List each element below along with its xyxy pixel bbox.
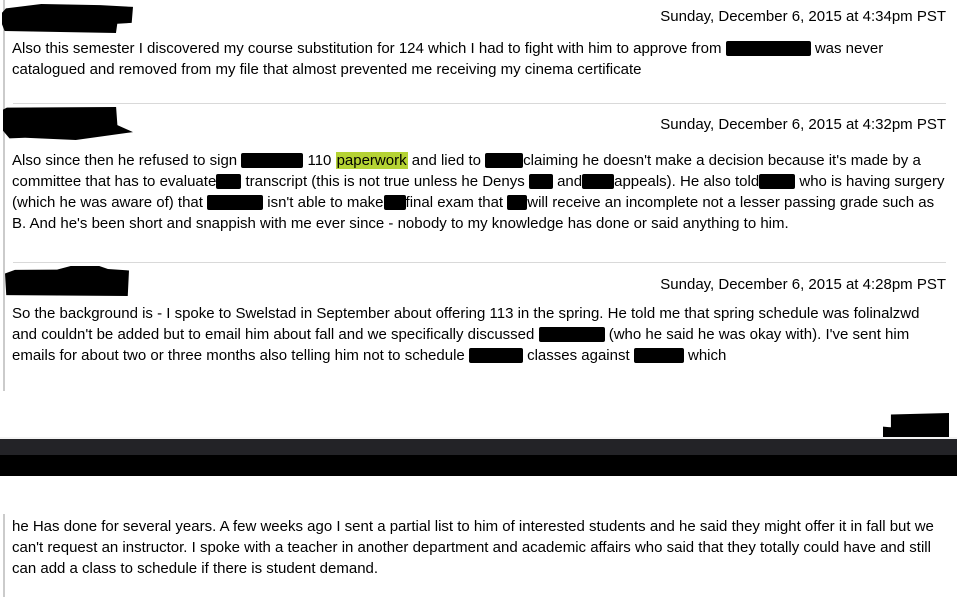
inline-redaction: [485, 153, 524, 168]
message-divider-1: [13, 103, 946, 104]
quote-border-top: [3, 0, 5, 391]
message-timestamp-2: Sunday, December 6, 2015 at 4:32pm PST: [660, 116, 946, 133]
highlighted-text: paperwork: [335, 152, 408, 169]
redaction-bar-dark-gray: [0, 439, 957, 455]
inline-redaction: [725, 41, 811, 56]
continuation-body: he Has done for several years. A few wee…: [12, 518, 934, 577]
inline-redaction: [759, 174, 796, 189]
redaction-bar-black: [0, 455, 957, 476]
redacted-sender-3: [5, 266, 129, 296]
inline-redaction: [383, 195, 406, 210]
inline-redaction: [582, 174, 615, 189]
inline-redaction: [633, 348, 684, 363]
message-body-2: Also since then he refused to sign 110 p…: [12, 152, 945, 232]
redacted-sender-1: [2, 4, 133, 33]
inline-redaction: [507, 195, 528, 210]
inline-redaction: [468, 348, 523, 363]
message-body-1: Also this semester I discovered my cours…: [12, 40, 884, 78]
message-timestamp-1: Sunday, December 6, 2015 at 4:34pm PST: [660, 8, 946, 25]
message-divider-2: [13, 262, 946, 263]
inline-redaction: [207, 195, 264, 210]
redacted-sender-2: [3, 107, 133, 140]
inline-redaction: [216, 174, 242, 189]
quote-border-bottom: [3, 514, 5, 597]
inline-redaction: [528, 174, 553, 189]
inline-redaction: [241, 153, 304, 168]
message-body-3: So the background is - I spoke to Swelst…: [12, 305, 920, 364]
message-timestamp-3: Sunday, December 6, 2015 at 4:28pm PST: [660, 276, 946, 293]
redaction-bar-hairline: [0, 437, 957, 439]
inline-redaction: [538, 327, 605, 342]
